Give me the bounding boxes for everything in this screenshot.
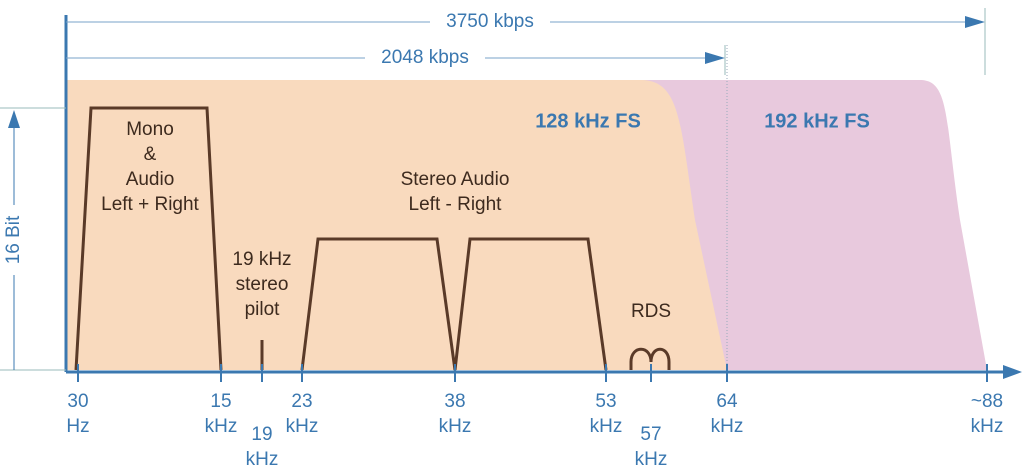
label-bg [2,205,26,275]
x-tick-label: ~88 [971,391,1003,412]
rds-band [629,347,671,370]
band-label: Left - Right [409,194,503,215]
region-label: 128 kHz FS [535,110,641,132]
x-tick-label: 23 [291,391,312,412]
x-tick-label: 38 [444,391,465,412]
x-tick-unit: kHz [711,416,744,437]
arrowhead [8,110,20,128]
x-tick-unit: Hz [66,416,89,437]
band-label: Stereo Audio [401,169,510,190]
band-label: stereo [236,274,289,295]
x-tick-unit: kHz [246,449,279,468]
label-bg [365,44,485,72]
band-label: Audio [126,169,175,190]
y-label: 16 Bit [3,215,24,264]
arrowhead [705,52,725,64]
rate-label: 2048 kbps [381,47,469,68]
arrowhead [1003,365,1022,379]
x-tick-unit: kHz [635,449,668,468]
label-bg [430,8,550,36]
band-label: 19 kHz [232,249,291,270]
rate-label: 3750 kbps [446,11,534,32]
band-label: pilot [245,299,281,320]
x-tick-unit: kHz [971,416,1004,437]
x-tick-unit: kHz [205,416,238,437]
band-label: & [144,144,157,165]
band-label: RDS [631,301,671,322]
band-label: Mono [126,119,174,140]
x-tick-label: 19 [251,424,272,445]
x-tick-unit: kHz [439,416,472,437]
x-tick-unit: kHz [590,416,623,437]
region-128 [66,80,727,370]
region-label: 192 kHz FS [764,110,870,132]
band-label: Left + Right [101,194,199,215]
x-tick-unit: kHz [286,416,319,437]
mono-band [74,106,223,371]
x-tick-label: 53 [595,391,616,412]
x-tick-label: 57 [640,424,661,445]
x-tick-label: 30 [67,391,88,412]
arrowhead [965,16,985,28]
x-tick-label: 15 [210,391,231,412]
x-tick-label: 64 [716,391,738,412]
